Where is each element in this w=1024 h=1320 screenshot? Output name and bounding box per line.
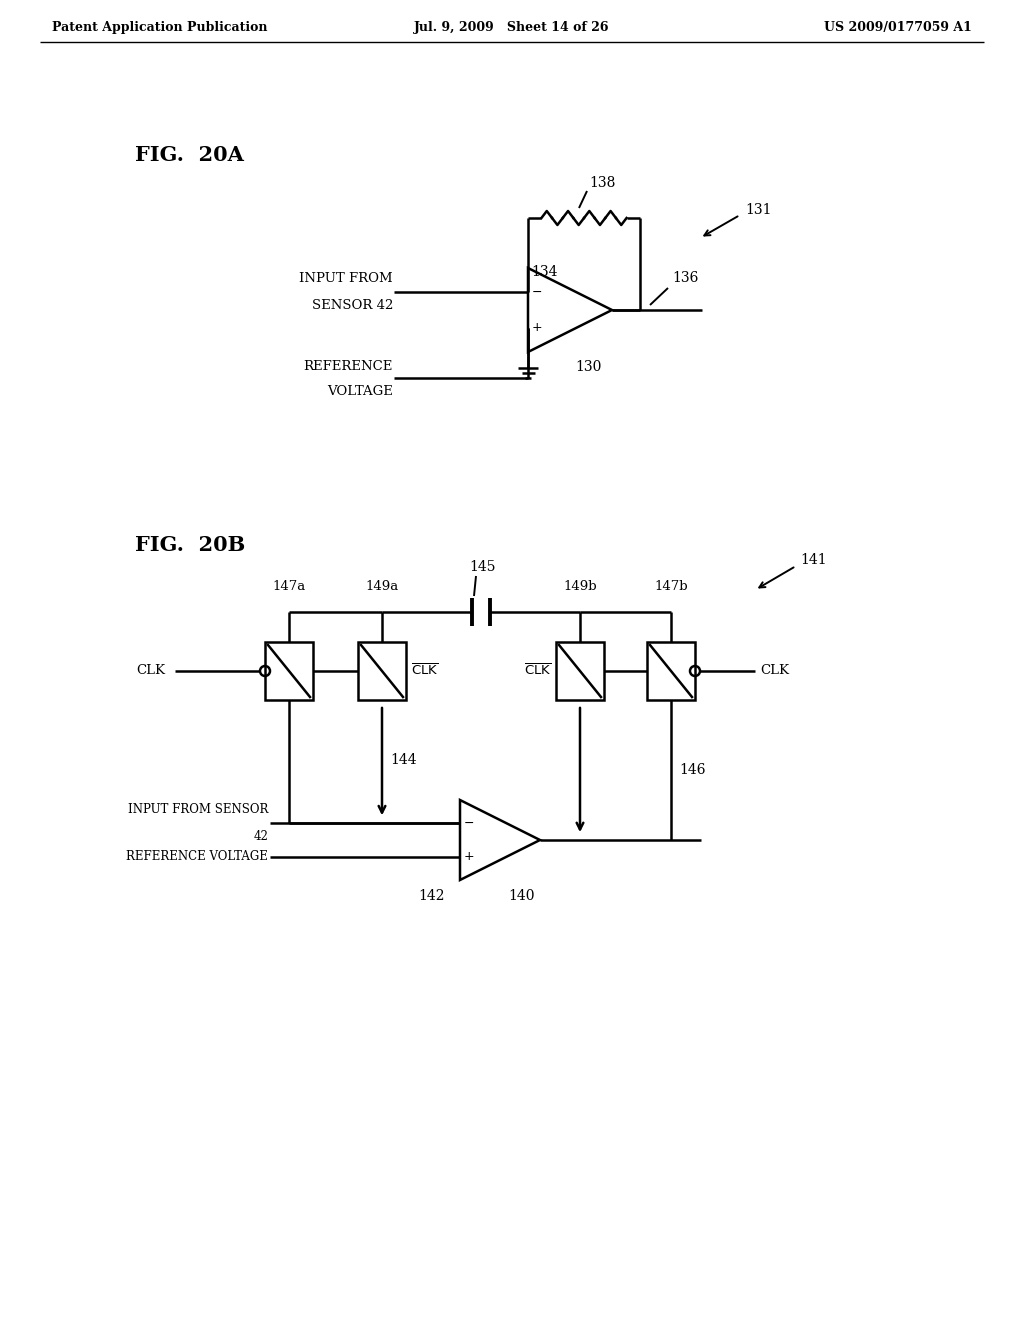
Text: 131: 131 <box>745 203 771 216</box>
Text: 145: 145 <box>470 560 497 574</box>
Bar <box>647 642 695 700</box>
Text: REFERENCE VOLTAGE: REFERENCE VOLTAGE <box>126 850 268 863</box>
Text: CLK: CLK <box>760 664 790 677</box>
Bar <box>265 642 313 700</box>
Text: INPUT FROM: INPUT FROM <box>299 272 393 285</box>
Text: 138: 138 <box>589 176 615 190</box>
Text: US 2009/0177059 A1: US 2009/0177059 A1 <box>824 21 972 33</box>
Text: 140: 140 <box>508 888 535 903</box>
Text: 141: 141 <box>800 553 826 568</box>
Text: 149a: 149a <box>366 581 398 594</box>
Text: 142: 142 <box>419 888 445 903</box>
Text: −: − <box>531 286 543 298</box>
Text: −: − <box>464 817 474 830</box>
Text: 144: 144 <box>390 754 417 767</box>
Text: $\overline{\mathrm{CLK}}$: $\overline{\mathrm{CLK}}$ <box>411 664 438 678</box>
Text: SENSOR 42: SENSOR 42 <box>311 300 393 313</box>
Text: Jul. 9, 2009   Sheet 14 of 26: Jul. 9, 2009 Sheet 14 of 26 <box>415 21 609 33</box>
Text: $\overline{\mathrm{CLK}}$: $\overline{\mathrm{CLK}}$ <box>523 664 551 678</box>
Text: 147a: 147a <box>272 581 305 594</box>
Bar <box>358 642 406 700</box>
Text: 134: 134 <box>531 265 557 280</box>
Text: Patent Application Publication: Patent Application Publication <box>52 21 267 33</box>
Text: 130: 130 <box>575 360 601 374</box>
Text: 149b: 149b <box>563 581 597 594</box>
Bar <box>556 642 604 700</box>
Text: +: + <box>531 321 543 334</box>
Text: CLK: CLK <box>136 664 165 677</box>
Text: INPUT FROM SENSOR: INPUT FROM SENSOR <box>128 803 268 816</box>
Text: REFERENCE: REFERENCE <box>304 359 393 372</box>
Text: VOLTAGE: VOLTAGE <box>327 384 393 397</box>
Text: 147b: 147b <box>654 581 688 594</box>
Text: FIG.  20A: FIG. 20A <box>135 145 244 165</box>
Text: 146: 146 <box>679 763 706 777</box>
Text: 136: 136 <box>672 271 698 285</box>
Text: +: + <box>464 850 474 863</box>
Text: 42: 42 <box>253 830 268 843</box>
Text: FIG.  20B: FIG. 20B <box>135 535 246 554</box>
